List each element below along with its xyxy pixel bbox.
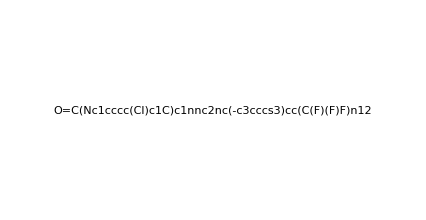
Text: O=C(Nc1cccc(Cl)c1C)c1nnc2nc(-c3cccs3)cc(C(F)(F)F)n12: O=C(Nc1cccc(Cl)c1C)c1nnc2nc(-c3cccs3)cc(… bbox=[54, 105, 372, 115]
